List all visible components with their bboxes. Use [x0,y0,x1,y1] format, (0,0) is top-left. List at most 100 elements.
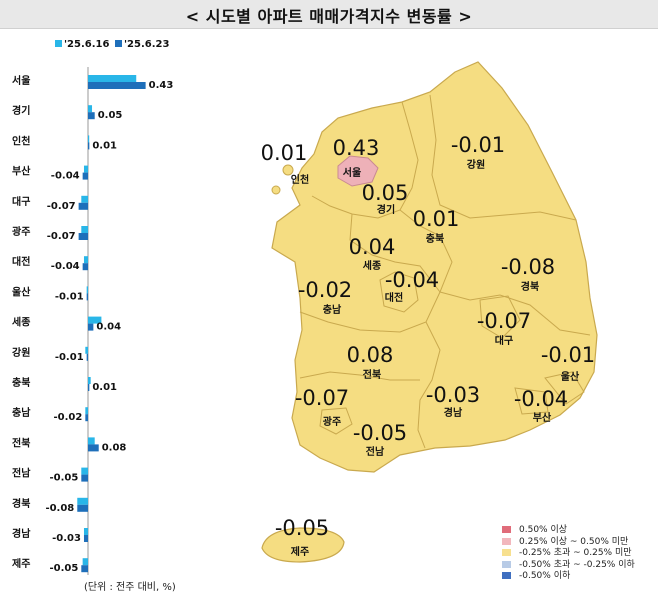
bar-curr [81,565,88,573]
category-label: 대전 [12,255,30,268]
data-label: -0.05 [49,563,78,574]
category-label: 대구 [12,195,30,208]
bar-prev [85,346,88,354]
region-value-울산: -0.01 [541,343,595,367]
bar-curr [83,535,88,542]
category-label: 광주 [12,226,30,238]
region-value-경기: 0.05 [362,181,409,205]
category-label: 전남 [12,467,31,480]
bar-curr [88,82,146,89]
bar-prev [81,467,88,475]
bar-prev [88,377,91,384]
data-label: -0.07 [47,231,76,242]
category-label: 충남 [12,406,31,419]
region-name-대전: 대전 [385,291,403,304]
bar-row-충북: 충북 0.01 [12,376,117,393]
page-title: < 시도별 아파트 매매가격지수 변동률 > [185,7,473,26]
bar-row-경북: 경북 -0.08 [12,497,88,514]
map-legend-label: -0.25% 초과 ~ 0.25% 미만 [519,548,632,559]
bar-row-강원: 강원 -0.01 [12,346,88,363]
map-legend-item: -0.25% 초과 ~ 0.25% 미만 [502,548,635,560]
data-label: 0.08 [102,442,127,453]
map-legend-label: -0.50% 이하 [519,571,571,582]
region-value-충남: -0.02 [298,278,352,302]
bar-curr [88,112,95,120]
bar-row-인천: 인천 0.01 [12,134,117,151]
map-legend-swatch [502,560,511,568]
bar-curr [78,202,88,210]
category-label: 전북 [12,436,30,449]
bar-curr [82,263,88,271]
bar-prev [88,105,93,113]
bar-prev [88,316,102,324]
map-legend-item: 0.25% 이상 ~ 0.50% 미만 [502,537,635,549]
data-label: -0.04 [51,171,80,182]
data-label: -0.07 [47,201,76,212]
region-name-울산: 울산 [561,370,580,383]
bar-prev [85,407,88,415]
region-name-서울: 서울 [343,166,361,179]
title-bar: < 시도별 아파트 매매가격지수 변동률 > [0,0,658,29]
data-label: -0.02 [53,412,82,423]
bar-curr [88,323,94,331]
bar-prev [81,195,88,203]
bar-prev [83,165,88,173]
bar-curr [82,172,88,180]
region-name-경기: 경기 [377,203,395,216]
region-name-전남: 전남 [366,445,385,458]
category-label: 강원 [12,346,30,359]
region-name-대구: 대구 [495,334,513,347]
bar-row-울산: 울산 -0.01 [12,285,88,302]
legend-swatch-2 [115,40,122,47]
data-label: -0.08 [45,503,74,514]
data-label: -0.05 [49,473,78,484]
region-value-부산: -0.04 [514,387,568,411]
region-name-강원: 강원 [467,158,485,171]
data-label: 0.04 [96,322,121,333]
data-label: 0.01 [92,382,117,393]
region-name-인천: 인천 [291,173,309,186]
region-name-부산: 부산 [533,411,552,424]
bar-row-전남: 전남 -0.05 [12,467,88,484]
bar-prev [82,558,88,566]
bar-prev [88,437,95,445]
region-name-제주: 제주 [291,545,309,558]
incheon-island [271,185,281,195]
category-label: 경남 [12,527,31,540]
category-label: 충북 [12,376,30,389]
category-label: 인천 [12,134,30,147]
map-legend-label: -0.50% 초과 ~ -0.25% 이하 [519,559,635,570]
legend-label-2: '25.6.23 [124,39,169,50]
region-name-광주: 광주 [323,416,341,428]
korea-map: 0.01인천0.43서울0.05경기-0.01강원0.01충북0.04세종-0.… [261,61,598,563]
map-legend-item: -0.50% 이하 [502,571,635,583]
map-legend-swatch [502,572,511,580]
category-label: 울산 [12,285,31,298]
region-value-경북: -0.08 [501,255,555,279]
bar-curr [78,233,88,240]
bar-prev [88,135,90,143]
bar-row-제주: 제주 -0.05 [12,557,88,574]
region-value-세종: 0.04 [349,235,396,259]
category-label: 제주 [12,557,30,570]
bar-row-대구: 대구 -0.07 [12,195,88,212]
bar-row-경기: 경기 0.05 [12,104,122,121]
map-legend-label: 0.25% 이상 ~ 0.50% 미만 [519,536,629,547]
category-label: 부산 [12,165,31,178]
bar-prev [81,226,88,233]
category-label: 서울 [12,74,30,87]
bar-row-대전: 대전 -0.04 [12,255,88,272]
region-value-경남: -0.03 [426,383,480,407]
bar-curr [88,384,90,391]
region-value-서울: 0.43 [333,136,380,160]
region-name-경북: 경북 [521,280,539,293]
bar-prev [83,256,88,264]
data-label: -0.01 [55,291,84,302]
unit-note: (단위 : 전주 대비, %) [84,582,176,593]
region-value-인천: 0.01 [261,141,308,165]
bar-row-충남: 충남 -0.02 [12,406,88,423]
region-value-강원: -0.01 [451,133,505,157]
map-legend-swatch [502,537,511,545]
region-name-경남: 경남 [444,406,463,419]
seoul-shape [337,155,379,187]
